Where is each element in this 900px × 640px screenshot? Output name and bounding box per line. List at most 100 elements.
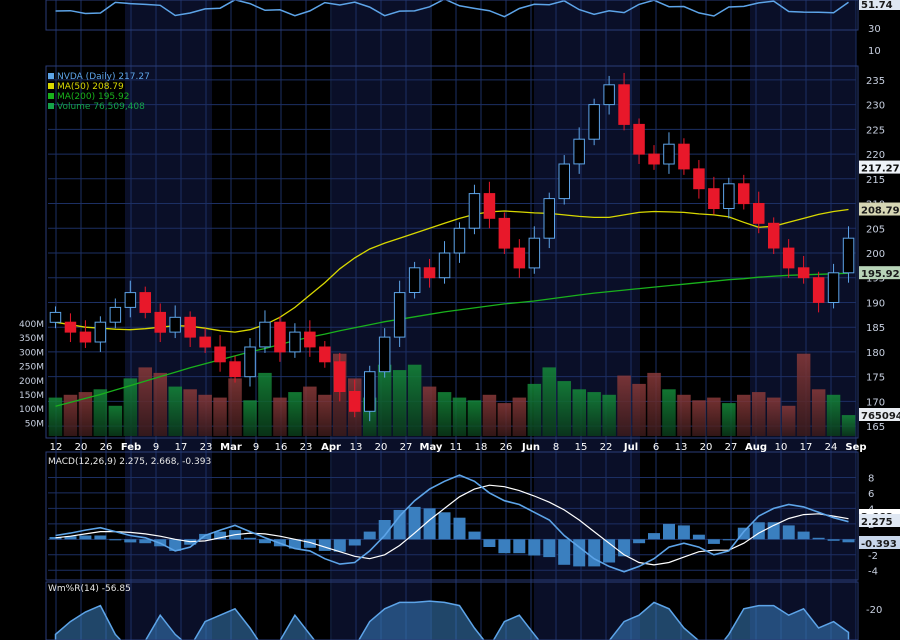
value-tag bbox=[859, 514, 900, 527]
volume-bar bbox=[826, 394, 841, 436]
candle-body bbox=[663, 143, 675, 165]
candle-body bbox=[393, 292, 406, 338]
volume-bar bbox=[422, 386, 437, 436]
value-tag bbox=[859, 266, 900, 280]
candle-body bbox=[109, 306, 122, 323]
date-tick-label: 27 bbox=[725, 442, 738, 453]
volume-bar bbox=[587, 392, 601, 436]
price-tick-label: 185 bbox=[866, 323, 885, 334]
macd-hist-bar bbox=[513, 539, 526, 554]
date-tick-label: 23 bbox=[200, 442, 213, 453]
date-tick-label: May bbox=[420, 442, 443, 453]
candle-body bbox=[199, 336, 211, 348]
macd-hist-bar bbox=[722, 539, 735, 541]
volume-bar bbox=[467, 400, 482, 436]
candle-body bbox=[753, 203, 765, 224]
price-tick-label: 225 bbox=[866, 125, 885, 136]
macd-tick-label: 8 bbox=[868, 473, 874, 484]
macd-hist-bar bbox=[498, 539, 511, 554]
candle-body bbox=[349, 391, 361, 412]
volume-bar bbox=[303, 386, 317, 436]
macd-hist-bar bbox=[453, 517, 466, 540]
price-tick-label: 195 bbox=[866, 274, 885, 285]
candle-body bbox=[214, 346, 226, 363]
panel-frame bbox=[45, 581, 859, 640]
date-tick-label: 13 bbox=[675, 442, 688, 453]
volume-bar bbox=[452, 397, 467, 436]
candle-body bbox=[408, 267, 421, 293]
date-tick-label: 17 bbox=[800, 442, 813, 453]
macd-hist-bar bbox=[633, 539, 646, 544]
price-tick-label: 165 bbox=[866, 422, 885, 433]
date-tick-label: 10 bbox=[775, 442, 788, 453]
volume-bar bbox=[841, 415, 856, 436]
candle-body bbox=[229, 361, 241, 378]
volume-bar bbox=[153, 372, 167, 436]
oscillator-tick-label: 30 bbox=[868, 24, 881, 35]
candle-body bbox=[588, 104, 600, 140]
candle-body bbox=[723, 183, 735, 210]
ma200-series bbox=[55, 272, 849, 407]
volume-bar bbox=[288, 392, 302, 436]
volume-bar bbox=[213, 397, 227, 436]
price-tick-label: 180 bbox=[866, 348, 885, 359]
date-tick-label: Apr bbox=[321, 442, 341, 453]
value-tag bbox=[859, 0, 900, 10]
candle-body bbox=[782, 247, 795, 269]
price-tick-label: 220 bbox=[866, 150, 885, 161]
volume-bar bbox=[78, 392, 93, 436]
macd-hist-bar bbox=[483, 539, 496, 547]
volume-bar bbox=[677, 394, 691, 436]
volume-bar bbox=[572, 389, 586, 436]
macd-title: MACD(12,26,9) 2.275, 2.668, -0.393 bbox=[48, 457, 211, 467]
candle-body bbox=[274, 321, 286, 353]
value-tag bbox=[859, 160, 900, 174]
macd-hist-bar bbox=[842, 539, 855, 543]
macd-hist-bar bbox=[333, 539, 346, 552]
price-tick-label: 230 bbox=[866, 101, 885, 112]
month-band bbox=[125, 0, 212, 640]
candle-body bbox=[797, 267, 810, 279]
date-tick-label: 9 bbox=[153, 442, 159, 453]
candle-body bbox=[154, 311, 166, 333]
volume-bar bbox=[767, 397, 781, 436]
macd-hist-bar bbox=[797, 531, 810, 540]
candle-body bbox=[768, 222, 780, 249]
date-tick-label: 9 bbox=[253, 442, 259, 453]
date-tick-label: Jul bbox=[623, 442, 638, 453]
volume-bar bbox=[138, 367, 152, 436]
value-tag-text: 765094 bbox=[861, 411, 900, 422]
macd-tick-label: -4 bbox=[868, 566, 878, 577]
value-tag-text: -0.393 bbox=[861, 539, 897, 550]
date-tick-label: 18 bbox=[475, 442, 488, 453]
volume-tick-label: 100M bbox=[19, 405, 44, 415]
volume-bar bbox=[93, 389, 108, 436]
volume-bar bbox=[542, 367, 556, 436]
date-tick-label: 23 bbox=[300, 442, 313, 453]
volume-bar bbox=[198, 394, 212, 436]
axes-labels: 2352302252202152102052001951901851801751… bbox=[19, 0, 900, 616]
value-tag-text: 217.27 bbox=[861, 164, 900, 175]
date-tick-label: 13 bbox=[350, 442, 363, 453]
volume-bar bbox=[617, 375, 631, 436]
volume-tick-label: 300M bbox=[19, 348, 44, 358]
candle-body bbox=[498, 217, 511, 249]
macd-hist-bar bbox=[543, 539, 556, 558]
macd-hist-bar bbox=[438, 512, 451, 540]
legend-swatch bbox=[48, 73, 54, 79]
macd-line bbox=[55, 474, 849, 573]
volume-bar bbox=[407, 364, 422, 436]
macd-hist-bar bbox=[707, 539, 720, 544]
volume-bar bbox=[168, 386, 182, 436]
candle-body bbox=[289, 331, 301, 353]
signal-line bbox=[55, 484, 849, 566]
date-tick-label: 20 bbox=[700, 442, 713, 453]
macd-hist-bar bbox=[663, 523, 675, 540]
oscillator-panel bbox=[55, 0, 849, 18]
candle-body bbox=[423, 267, 436, 279]
candle-body bbox=[94, 321, 107, 343]
macd-hist-bar bbox=[348, 539, 361, 546]
candle-body bbox=[693, 168, 705, 190]
price-tick-label: 190 bbox=[866, 298, 885, 309]
macd-hist-bar bbox=[94, 535, 107, 540]
